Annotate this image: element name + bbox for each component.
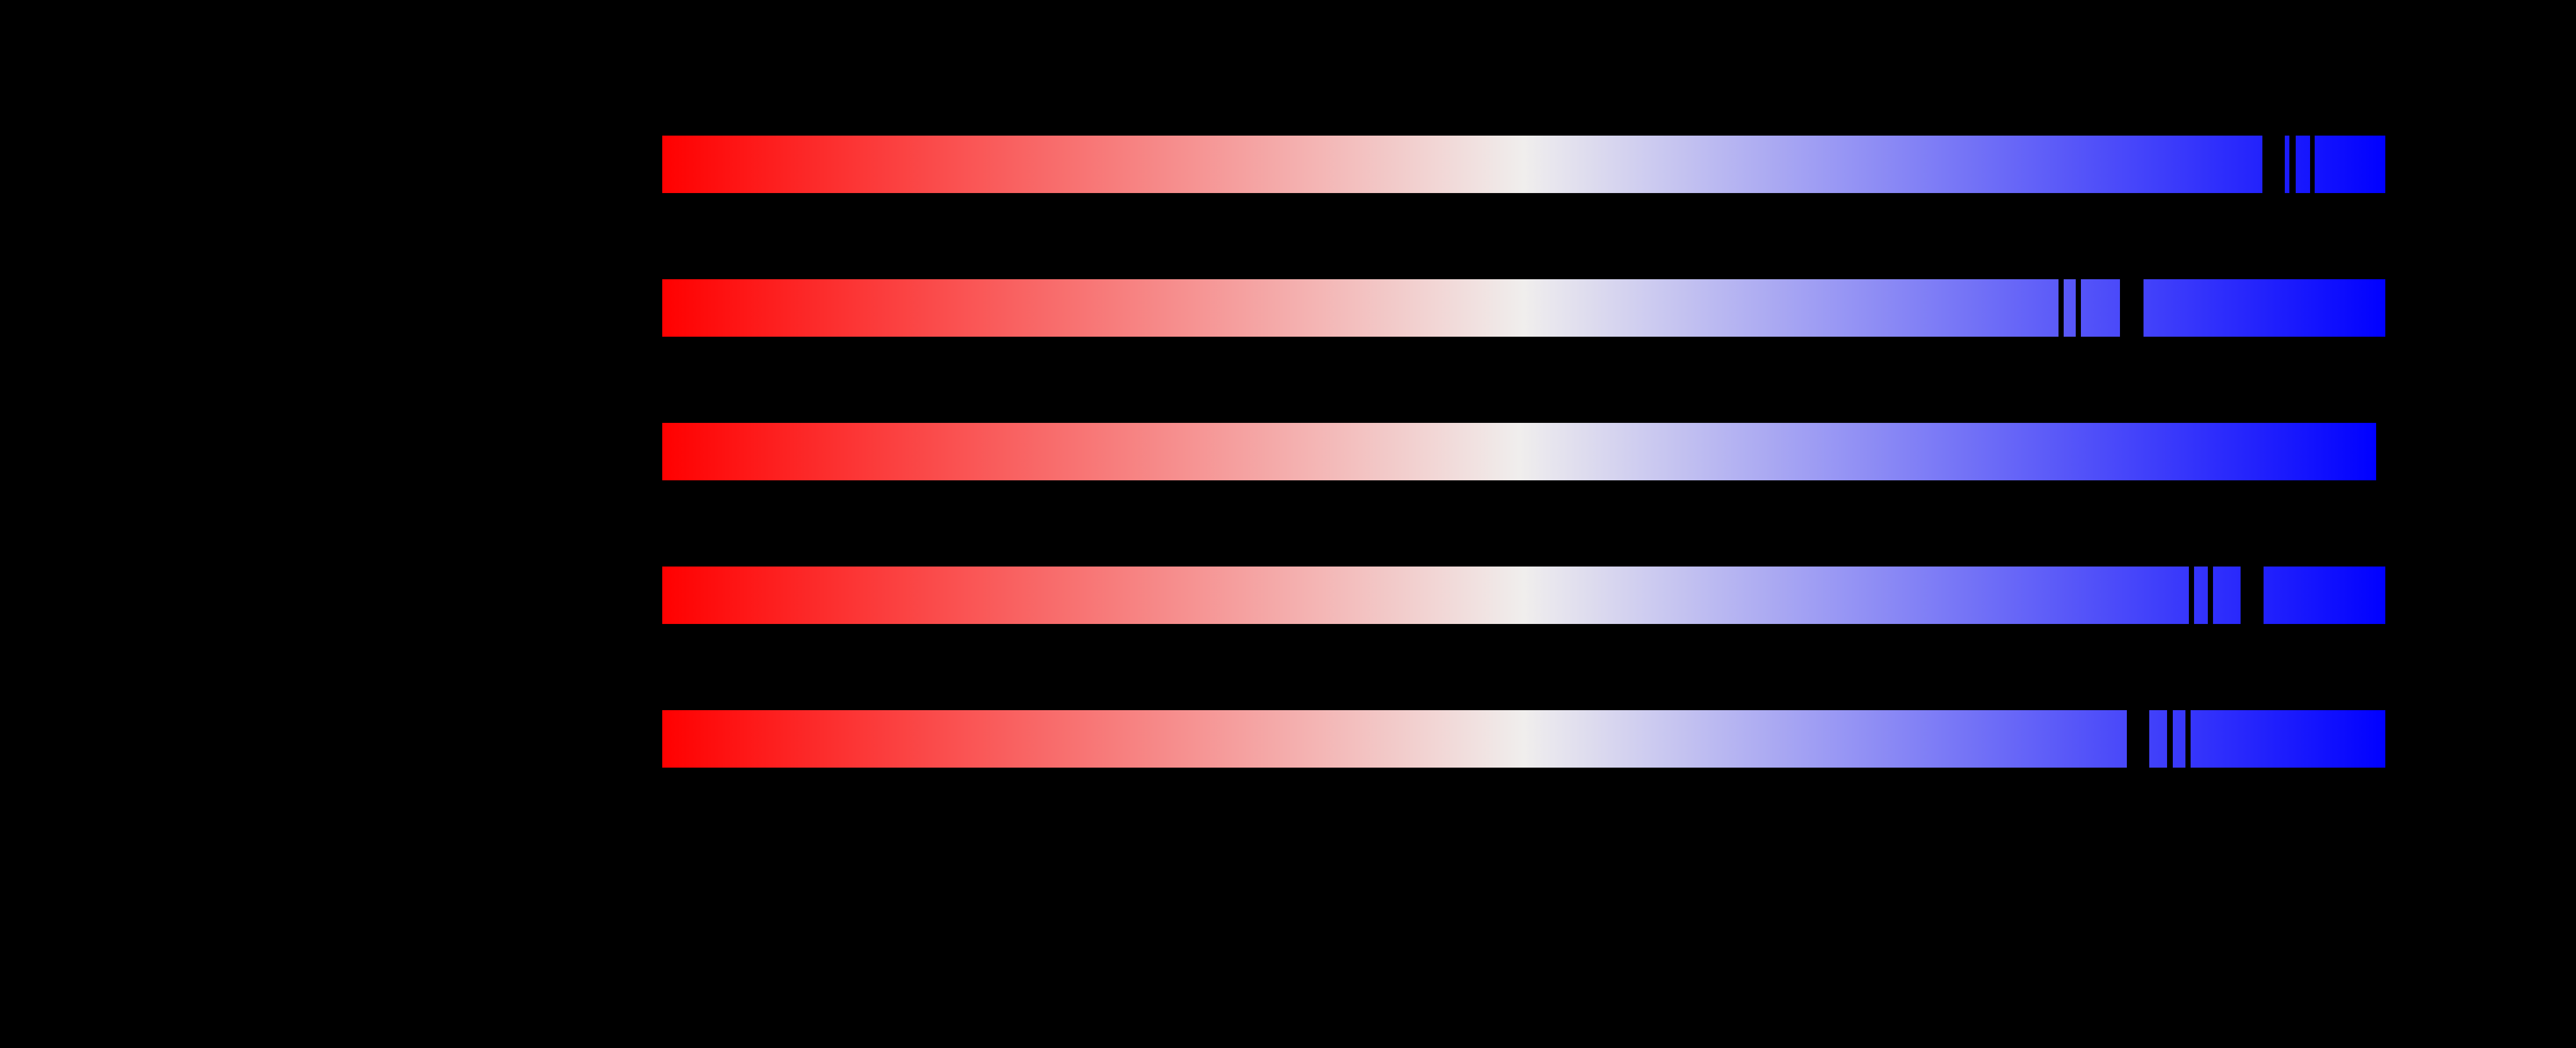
tick-mark (2127, 710, 2149, 768)
gradient-bar-5 (662, 710, 2385, 768)
tick-mark (2289, 136, 2296, 193)
tick-mark (2262, 136, 2285, 193)
tick-mark (2076, 279, 2081, 337)
tick-mark (2059, 279, 2064, 337)
tick-mark (2185, 710, 2191, 768)
gradient-bar-3 (662, 423, 2376, 480)
tick-mark (2189, 567, 2194, 624)
gradient-bar-2 (662, 279, 2385, 337)
tick-mark (2120, 279, 2144, 337)
tick-mark (2241, 567, 2264, 624)
gradient-bar-4 (662, 567, 2385, 624)
tick-mark (2208, 567, 2213, 624)
tick-mark (2167, 710, 2173, 768)
gradient-bar-1 (662, 136, 2385, 193)
tick-mark (2310, 136, 2315, 193)
